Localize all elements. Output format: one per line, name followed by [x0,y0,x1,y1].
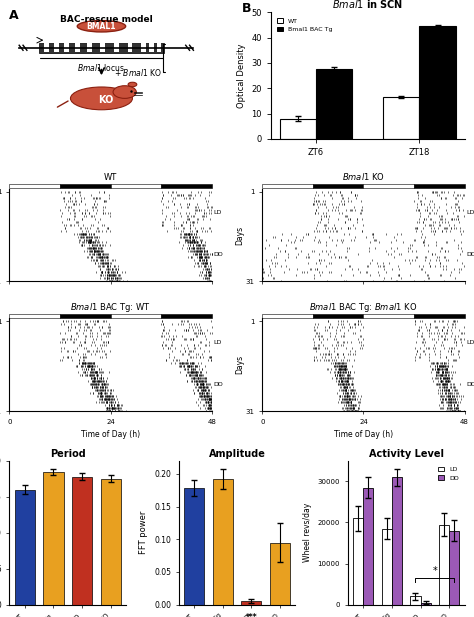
Bar [44,471,64,617]
Legend: WT, Bmal1 BAC Tg: WT, Bmal1 BAC Tg [274,15,335,35]
Y-axis label: Wheel revs/day: Wheel revs/day [303,503,312,562]
Bar [110,184,161,188]
Text: BAC-rescue model: BAC-rescue model [60,15,153,24]
Bar [9,314,60,318]
Bar [184,488,204,605]
Bar [270,542,290,605]
Title: Period: Period [50,449,86,458]
Bar [364,184,414,188]
Title: WT: WT [104,173,117,183]
Y-axis label: FFT power: FFT power [139,511,148,555]
Title: $\it{Bmal1}$ BAC Tg: $\it{Bmal1}$ KO: $\it{Bmal1}$ BAC Tg: $\it{Bmal1}$ KO [310,301,418,314]
Bar [392,478,402,605]
Bar [364,314,414,318]
Bar [414,314,465,318]
Bar [449,531,459,605]
Bar [420,603,430,605]
Bar [410,597,420,605]
FancyBboxPatch shape [156,43,162,52]
Bar [313,184,364,188]
Ellipse shape [113,86,137,98]
Title: Activity Level: Activity Level [369,449,444,458]
Text: DD: DD [466,382,474,387]
Bar [262,184,313,188]
Bar [241,602,261,605]
FancyBboxPatch shape [141,43,146,52]
Bar [280,118,316,139]
FancyBboxPatch shape [149,43,154,52]
Text: DD: DD [466,252,474,257]
Bar [101,479,121,617]
Bar [313,314,364,318]
X-axis label: Time of Day (h): Time of Day (h) [334,430,393,439]
Bar [363,487,373,605]
Text: DD: DD [214,252,224,257]
Title: Amplitude: Amplitude [209,449,265,458]
Text: *: * [432,566,437,576]
Text: LD: LD [214,340,222,345]
Bar [213,479,233,605]
Bar [419,27,456,139]
FancyBboxPatch shape [75,43,80,52]
FancyBboxPatch shape [128,43,132,52]
Title: $\bf{\it{Bmal1}}$ $\bf{in\ SCN}$: $\bf{\it{Bmal1}}$ $\bf{in\ SCN}$ [332,0,403,10]
FancyBboxPatch shape [45,43,49,52]
Bar [439,524,449,605]
Bar [110,314,161,318]
Text: A: A [9,9,18,22]
FancyBboxPatch shape [87,43,92,52]
Ellipse shape [77,20,126,32]
Bar [262,314,313,318]
Text: LD: LD [214,210,222,215]
Title: $\it{Bmal1}$ KO: $\it{Bmal1}$ KO [342,172,385,183]
Bar [316,69,352,139]
Bar [15,490,35,617]
Text: KO: KO [98,94,113,105]
Text: $\it{Bmal1}$ locus: $\it{Bmal1}$ locus [77,62,126,73]
Bar [60,184,110,188]
Y-axis label: Optical Density: Optical Density [237,43,246,108]
FancyArrowPatch shape [57,101,68,107]
FancyBboxPatch shape [54,43,59,52]
FancyBboxPatch shape [114,43,119,52]
Bar [60,314,110,318]
Bar [161,184,212,188]
Ellipse shape [128,82,137,86]
FancyBboxPatch shape [64,43,69,52]
Y-axis label: Days: Days [235,355,244,375]
Bar [72,477,92,617]
Ellipse shape [71,87,132,110]
Y-axis label: Days: Days [235,225,244,244]
Text: + $\it{Bmal1}$ KO: + $\it{Bmal1}$ KO [114,67,162,78]
Bar [9,184,60,188]
Bar [382,529,392,605]
X-axis label: Time of Day (h): Time of Day (h) [81,430,140,439]
Text: LD: LD [466,210,474,215]
Bar [383,97,419,139]
Text: DD: DD [214,382,224,387]
Bar [353,518,363,605]
Text: BMAL1: BMAL1 [87,22,116,31]
Text: LD: LD [466,340,474,345]
FancyBboxPatch shape [38,43,164,53]
Text: B: B [242,2,251,15]
Legend: LD, DD: LD, DD [436,464,461,483]
FancyBboxPatch shape [100,43,105,52]
Bar [414,184,465,188]
Bar [161,314,212,318]
Title: $\it{Bmal1}$ BAC Tg: WT: $\it{Bmal1}$ BAC Tg: WT [70,301,151,314]
Text: ***: *** [246,613,257,617]
